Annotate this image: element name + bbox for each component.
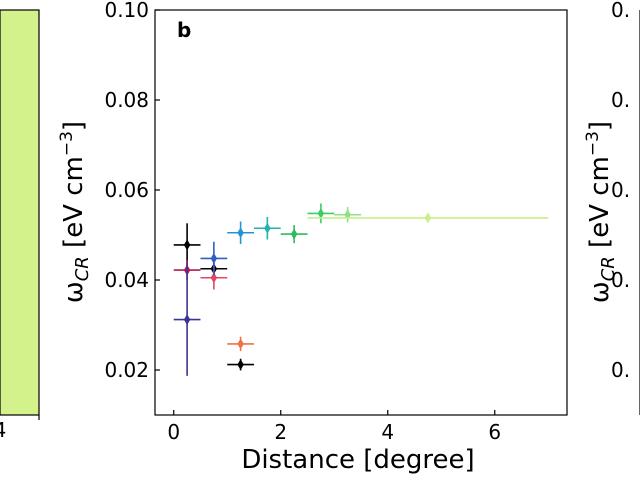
right-panel-tick-label: 0. bbox=[611, 178, 630, 202]
data-point bbox=[424, 212, 432, 224]
x-axis-label: Distance [degree] bbox=[241, 445, 474, 475]
series-8 bbox=[280, 225, 308, 244]
right-panel-tick-label: 0. bbox=[611, 268, 630, 292]
left-panel-tick-label: 4 bbox=[0, 418, 6, 442]
plot-frame bbox=[154, 9, 568, 416]
right-neighbor-panel: 0. 0. 0. 0. 0. ωCR [eV cm−3] bbox=[583, 0, 640, 415]
data-point bbox=[183, 239, 191, 251]
series-6 bbox=[227, 221, 254, 244]
right-panel-y-label-unit-exponent: −3 bbox=[583, 131, 603, 156]
right-panel-y-axis-label: ωCR [eV cm−3] bbox=[583, 121, 619, 303]
data-point bbox=[264, 222, 271, 234]
right-panel-y-label-unit-close: ] bbox=[585, 121, 615, 131]
x-tick-label: 4 bbox=[381, 420, 394, 444]
series-2 bbox=[173, 263, 201, 376]
series-10 bbox=[334, 207, 361, 223]
main-chart-panel: b 0.02 0.04 0.06 0.08 0.10 0 2 4 6 Distance [de… bbox=[57, 0, 568, 475]
left-neighbor-panel: 4 bbox=[0, 9, 40, 442]
x-tick-label: 2 bbox=[274, 420, 287, 444]
y-tick-label: 0.02 bbox=[104, 358, 149, 382]
data-point bbox=[210, 272, 218, 284]
panel-label: b bbox=[177, 18, 191, 42]
left-panel-fill bbox=[0, 9, 40, 416]
x-tick-label: 6 bbox=[488, 420, 501, 444]
right-panel-y-label-symbol: ω bbox=[585, 281, 615, 303]
data-points bbox=[173, 203, 549, 376]
series-5 bbox=[227, 336, 254, 352]
series-11 bbox=[307, 212, 549, 224]
y-axis-label-unit-close: ] bbox=[59, 121, 89, 131]
y-axis-label: ωCR [eV cm−3] bbox=[57, 121, 93, 303]
y-tick-label: 0.04 bbox=[104, 268, 149, 292]
data-point bbox=[183, 314, 191, 326]
x-axis: 0 2 4 6 bbox=[167, 410, 501, 444]
data-point bbox=[237, 359, 244, 371]
y-axis-label-symbol: ω bbox=[59, 281, 89, 303]
y-tick-label: 0.08 bbox=[104, 88, 149, 112]
right-panel-y-ticks: 0. 0. 0. 0. 0. bbox=[611, 0, 630, 382]
right-panel-y-label-subscript: CR bbox=[598, 256, 619, 281]
right-panel-tick-label: 0. bbox=[611, 0, 630, 22]
series-4 bbox=[200, 241, 228, 276]
data-point bbox=[210, 252, 218, 264]
y-axis-label-unit-exponent: −3 bbox=[57, 131, 77, 156]
data-point bbox=[237, 227, 244, 239]
right-panel-y-label-unit: [eV cm bbox=[585, 156, 615, 256]
y-axis-label-subscript: CR bbox=[72, 256, 93, 281]
y-tick-label: 0.06 bbox=[104, 178, 149, 202]
right-panel-tick-label: 0. bbox=[611, 88, 630, 112]
y-tick-label: 0.10 bbox=[104, 0, 149, 22]
data-point bbox=[290, 228, 298, 240]
y-axis-label-unit: [eV cm bbox=[59, 156, 89, 256]
series-7 bbox=[253, 217, 281, 240]
x-tick-label: 0 bbox=[167, 420, 180, 444]
right-panel-tick-label: 0. bbox=[611, 358, 630, 382]
data-point bbox=[237, 338, 244, 350]
y-axis: 0.02 0.04 0.06 0.08 0.10 bbox=[104, 0, 160, 382]
